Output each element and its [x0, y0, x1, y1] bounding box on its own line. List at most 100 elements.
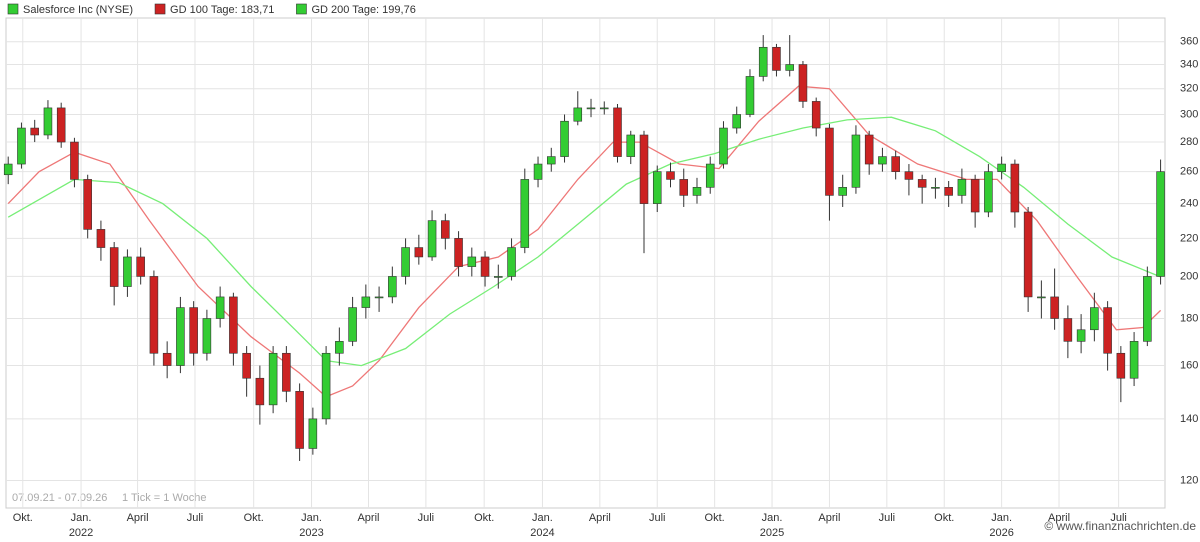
candle-body [705, 163, 715, 188]
candle-body [56, 107, 66, 143]
x-tick-label: Jan. [991, 512, 1012, 524]
legend-swatch [7, 3, 19, 15]
candle-body [785, 64, 794, 71]
legend-label: Salesforce Inc (NYSE) [23, 4, 133, 16]
candle-body [533, 163, 543, 180]
grid [6, 18, 1165, 508]
y-tick-label: 220 [1180, 232, 1198, 244]
candle-body [388, 276, 397, 298]
candle-body [83, 179, 92, 230]
candle-body [374, 296, 384, 299]
candle-body [613, 107, 622, 157]
source: © www.finanznachrichten.de [1044, 519, 1196, 533]
candle-body [732, 114, 741, 129]
moving-average [7, 116, 1161, 367]
y-tick-label: 300 [1180, 108, 1198, 120]
candle-body [586, 107, 596, 110]
y-tick-label: 320 [1180, 83, 1198, 95]
candle-body [679, 179, 689, 196]
candle-body [878, 156, 887, 165]
x-tick-label: April [818, 512, 840, 524]
candle-body [838, 187, 847, 196]
legend-label: GD 100 Tage: 183,71 [170, 4, 274, 16]
candle-body [758, 46, 768, 77]
candle-body [1156, 171, 1165, 277]
x-tick-year: 2025 [760, 527, 784, 539]
x-tick-label: Okt. [934, 512, 954, 524]
x-tick-label: Juli [649, 512, 666, 524]
y-tick-label: 340 [1180, 58, 1198, 70]
candle-body [599, 107, 609, 110]
candle-body [666, 171, 675, 180]
candle-body [335, 341, 344, 354]
candle-body [1063, 318, 1073, 342]
candle-body [136, 256, 145, 277]
candle-body [1116, 352, 1126, 379]
candle-body [176, 307, 185, 366]
candle-body [1037, 296, 1046, 299]
candle-body [308, 418, 318, 449]
x-tick-label: Jan. [762, 512, 783, 524]
candle-body [229, 296, 238, 354]
candle-body [1076, 329, 1086, 342]
candle-body [162, 352, 172, 366]
plot-frame [5, 17, 1166, 509]
x-tick-label: Juli [187, 512, 204, 524]
x-tick-label: Jan. [532, 512, 553, 524]
candle-body [984, 171, 993, 213]
x-tick-label: April [1048, 512, 1070, 524]
x-tick-year: 2022 [69, 527, 93, 539]
candle-body [1129, 341, 1139, 379]
candle-body [43, 107, 53, 136]
candle-body [560, 120, 569, 157]
x-tick-label: Jan. [301, 512, 322, 524]
x-tick-label: Okt. [474, 512, 494, 524]
candle-body [189, 307, 198, 354]
candle-body [811, 101, 821, 129]
candle-body [441, 220, 450, 239]
candle-body [1090, 307, 1099, 331]
candle-body [361, 296, 371, 308]
x-tick-label: Juli [879, 512, 896, 524]
period: 07.09.21 - 07.09.26 [12, 492, 107, 504]
candle-body [639, 134, 649, 204]
x-tick-year: 2024 [530, 527, 554, 539]
candle-body [944, 187, 953, 196]
candle-body [282, 352, 291, 392]
legend-label: GD 200 Tage: 199,76 [311, 4, 415, 16]
x-tick-label: Juli [1110, 512, 1127, 524]
candle-body [414, 247, 424, 258]
candle-body [864, 134, 874, 165]
y-tick-label: 360 [1180, 36, 1198, 48]
candle-body [70, 141, 79, 180]
candle-body [507, 247, 516, 277]
candle-body [348, 307, 357, 342]
candle-body [1103, 307, 1112, 354]
candle-body [825, 127, 834, 196]
candle-body [957, 179, 967, 196]
candle-body [520, 179, 530, 248]
y-tick-label: 140 [1180, 413, 1198, 425]
x-tick-label: Okt. [13, 512, 33, 524]
y-tick-label: 240 [1180, 198, 1198, 210]
candle-body [851, 134, 861, 188]
candle-body [719, 127, 728, 165]
candle-body [917, 179, 927, 188]
x-tick-label: April [127, 512, 149, 524]
x-tick-label: Okt. [244, 512, 264, 524]
candle-body [255, 377, 265, 406]
candle-body [427, 220, 437, 258]
x-tick-label: Okt. [705, 512, 725, 524]
candle-body [123, 256, 132, 287]
y-tick-label: 120 [1180, 474, 1198, 486]
candle-body [494, 276, 503, 278]
candle-body [904, 171, 914, 180]
x-tick-label: Juli [418, 512, 435, 524]
candle-body [149, 276, 159, 354]
candle-body [242, 352, 251, 379]
candle-body [1023, 211, 1033, 298]
candle-body [1050, 296, 1059, 319]
candle-body [772, 46, 781, 71]
y-tick-label: 280 [1180, 136, 1198, 148]
